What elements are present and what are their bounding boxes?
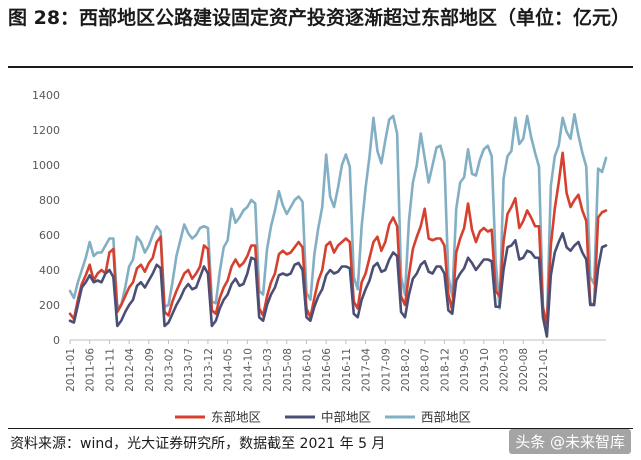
x-tick-label: 2019-10 — [479, 348, 491, 392]
line-chart: 0 200 400 600 800 1000 1200 1400 2011-01 2011-06 2… — [32, 89, 608, 425]
y-tick-label: 1400 — [32, 89, 60, 102]
title-rule — [8, 66, 633, 68]
x-tick-label: 2015-03 — [262, 348, 274, 392]
chart-area: 0 200 400 600 800 1000 1200 1400 2011-01 2011-06 2… — [0, 70, 641, 430]
x-tick-label: 2014-05 — [223, 348, 235, 392]
x-tick-label: 2019-05 — [459, 348, 471, 392]
series-line-0 — [68, 151, 608, 326]
x-tick-label: 2011-11 — [104, 348, 116, 392]
x-tick-label: 2018-02 — [400, 348, 412, 392]
x-tick-label: 2015-08 — [282, 348, 294, 392]
x-tick-label: 2017-09 — [380, 348, 392, 392]
footer-rule — [8, 428, 633, 429]
figure-title: 图 28：西部地区公路建设固定资产投资逐渐超过东部地区（单位：亿元） — [8, 7, 631, 29]
y-tick-label: 200 — [39, 299, 60, 312]
y-tick-label: 1000 — [32, 159, 60, 172]
x-tick-label: 2016-06 — [321, 348, 333, 392]
x-tick-label: 2018-07 — [420, 348, 432, 392]
series-line-2 — [68, 112, 608, 326]
series-layer — [68, 112, 608, 338]
x-tick-label: 2013-07 — [183, 348, 195, 392]
legend-label: 中部地区 — [321, 410, 371, 425]
x-tick-label: 2017-04 — [361, 348, 373, 392]
x-tick-label: 2018-12 — [439, 348, 451, 392]
x-tick-label: 2014-10 — [242, 348, 254, 392]
legend-layer: 东部地区 中部地区 西部地区 — [175, 410, 471, 425]
y-tick-label: 600 — [39, 229, 60, 242]
source-note: 资料来源：wind，光大证券研究所，数据截至 2021 年 5 月 — [10, 436, 386, 452]
x-tick-label: 2020-08 — [518, 348, 530, 392]
x-tick-label: 2013-02 — [164, 348, 176, 392]
series-line-1 — [68, 231, 608, 338]
y-tick-label: 400 — [39, 264, 60, 277]
x-tick-label: 2020-03 — [499, 348, 511, 392]
axes-layer: 0 200 400 600 800 1000 1200 1400 2011-01 2011-06 2… — [32, 89, 606, 392]
x-tick-label: 2016-01 — [301, 348, 313, 392]
x-tick-label: 2021-01 — [538, 348, 550, 392]
x-tick-label: 2011-06 — [85, 348, 97, 392]
watermark: 头条 @未来智库 — [509, 429, 631, 454]
x-tick-label: 2016-11 — [341, 348, 353, 392]
x-tick-label: 2012-09 — [144, 348, 156, 392]
y-tick-label: 1200 — [32, 124, 60, 137]
x-tick-label: 2011-01 — [65, 348, 77, 392]
legend-label: 东部地区 — [211, 410, 261, 425]
x-tick-label: 2013-12 — [203, 348, 215, 392]
x-tick-label: 2012-04 — [124, 348, 136, 392]
y-tick-label: 800 — [39, 194, 60, 207]
y-tick-label: 0 — [53, 334, 60, 347]
legend-label: 西部地区 — [421, 410, 471, 425]
